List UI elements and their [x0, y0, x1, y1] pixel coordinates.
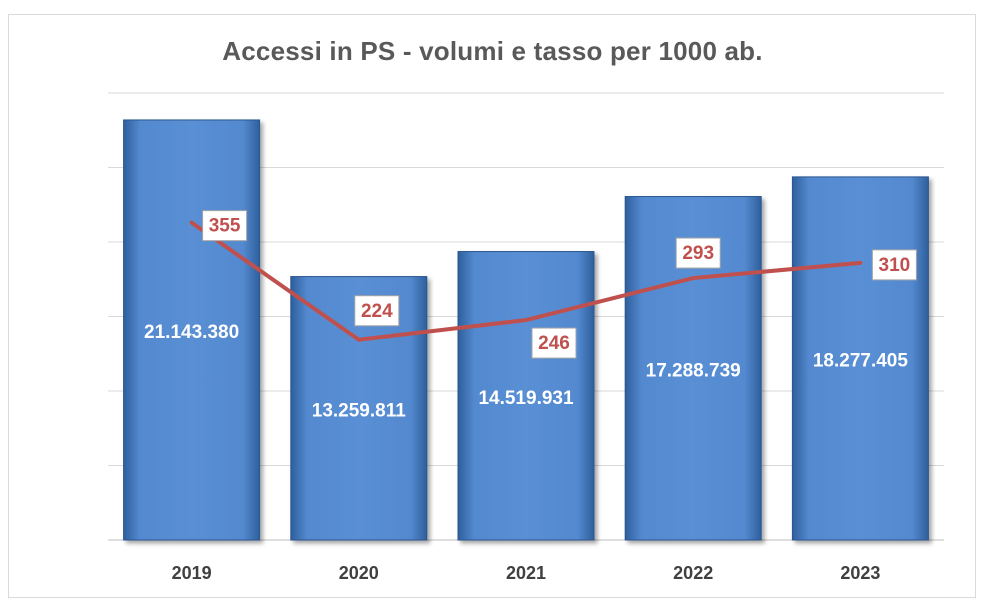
bars — [123, 119, 929, 541]
bar-value-label: 13.259.811 — [312, 400, 406, 421]
x-tick-label: 2022 — [673, 563, 713, 583]
bar-2019 — [123, 119, 261, 541]
bar-2021 — [457, 251, 595, 541]
x-tick-label: 2020 — [339, 563, 379, 583]
rate-line-series — [189, 220, 863, 342]
bar-2023 — [791, 176, 929, 541]
rate-label-box — [202, 210, 248, 242]
x-tick-label: 2021 — [506, 563, 546, 583]
rate-label-box — [675, 237, 721, 269]
rate-line — [189, 220, 863, 342]
rate-label-box — [531, 327, 577, 359]
rate-value-label: 224 — [361, 301, 393, 322]
bar-value-label: 18.277.405 — [813, 350, 909, 371]
rate-value-label: 246 — [538, 333, 570, 354]
rate-value-label: 293 — [682, 243, 714, 264]
bar-value-label: 17.288.739 — [646, 360, 741, 381]
rate-label-box — [354, 295, 400, 327]
bar-value-label: 21.143.380 — [144, 322, 239, 343]
chart-title: Accessi in PS - volumi e tasso per 1000 … — [222, 36, 763, 66]
rate-label-box — [871, 249, 917, 281]
x-tick-label: 2019 — [172, 563, 212, 583]
bar-value-label: 14.519.931 — [478, 388, 574, 409]
x-tick-label: 2023 — [840, 563, 880, 583]
x-axis: 2019 2020 2021 2022 2023 — [172, 563, 881, 583]
rate-value-label: 355 — [209, 216, 241, 237]
rate-value-label: 310 — [879, 255, 911, 276]
data-labels: 21.143.380 13.259.811 14.519.931 17.288.739… — [144, 210, 917, 421]
